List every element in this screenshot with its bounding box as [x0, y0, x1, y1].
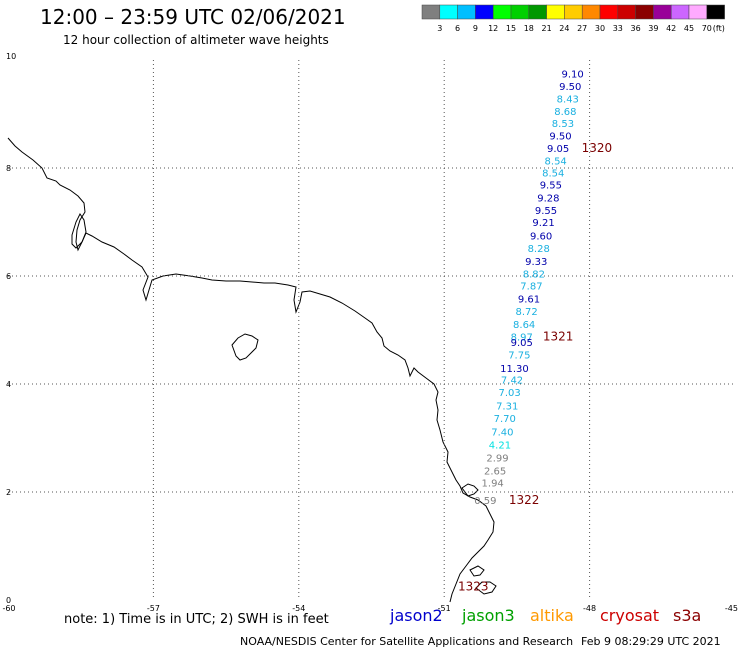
swh-value-label: 8.68 — [554, 107, 576, 118]
swh-value-label: 8.54 — [542, 168, 564, 179]
axis-ticks: -60 -57 -54 -51 -48 -45 0 2 4 6 8 10 — [2, 52, 738, 613]
swh-value-label: 7.70 — [494, 414, 516, 425]
colorbar-tick-label: 30 — [595, 24, 605, 33]
swh-value-label: 9.50 — [549, 132, 571, 143]
swh-value-label: 9.28 — [537, 194, 559, 205]
swh-value-label: 7.03 — [498, 388, 520, 399]
swh-value-label: 8.97 — [511, 332, 533, 343]
swh-value-label: 9.05 — [511, 338, 533, 349]
coastline-islands — [71, 213, 497, 595]
swh-value-label: 8.28 — [528, 244, 550, 255]
swh-value-label: 9.55 — [540, 181, 562, 192]
swh-value-label: 8.64 — [513, 320, 535, 331]
colorbar-tick-label: 15 — [506, 24, 516, 33]
colorbar-tick-label: 27 — [577, 24, 587, 33]
swh-value-label: 8.82 — [523, 269, 545, 280]
colorbar-tick-label: 36 — [631, 24, 641, 33]
swh-value-label: 7.42 — [501, 376, 523, 387]
swh-data-points: 9.109.508.438.688.539.509.058.548.549.55… — [474, 70, 584, 508]
y-tick-label: 8 — [6, 164, 11, 173]
satellite-legend-cryosat: cryosat — [600, 606, 660, 625]
colorbar-swatch — [706, 4, 725, 20]
pass-number-label: 1322 — [509, 493, 540, 507]
map-title: 12:00 – 23:59 UTC 02/06/2021 — [40, 5, 346, 29]
swh-value-label: 2.99 — [486, 453, 508, 464]
colorbar-tick-label: 45 — [684, 24, 694, 33]
y-tick-label: 2 — [6, 488, 11, 497]
y-tick-label: 6 — [6, 272, 11, 281]
swh-value-label: 7.40 — [491, 428, 513, 439]
swh-value-label: 11.30 — [500, 364, 529, 375]
swh-value-label: 9.05 — [547, 144, 569, 155]
swh-value-label: 9.61 — [518, 295, 540, 306]
x-tick-label: -45 — [725, 604, 738, 613]
footer-note: note: 1) Time is in UTC; 2) SWH is in fe… — [64, 612, 329, 627]
x-tick-label: -51 — [438, 604, 451, 613]
swh-value-label: 7.87 — [520, 282, 542, 293]
colorbar-tick-label: 9 — [473, 24, 478, 33]
swh-value-label: 9.55 — [535, 206, 557, 217]
coastline — [7, 137, 495, 603]
swh-value-label: 9.60 — [530, 232, 552, 243]
x-tick-label: -57 — [147, 604, 160, 613]
map-subtitle: 12 hour collection of altimeter wave hei… — [63, 33, 329, 47]
swh-value-label: 1.94 — [482, 478, 504, 489]
colorbar-legend: 3 6 9 12 15 18 21 24 27 30 33 36 39 42 45 70 (ft) — [421, 4, 725, 33]
colorbar-tick-label: 12 — [488, 24, 498, 33]
swh-value-label: 4.21 — [489, 440, 511, 451]
swh-value-label: 8.43 — [557, 94, 579, 105]
swh-value-label: 2.65 — [484, 466, 506, 477]
y-tick-label: 0 — [6, 596, 11, 605]
colorbar-tick-label: 33 — [613, 24, 623, 33]
footer-credit: NOAA/NESDIS Center for Satellite Applica… — [240, 635, 574, 648]
colorbar-tick-label: (ft) — [713, 24, 725, 33]
x-tick-label: -48 — [583, 604, 596, 613]
satellite-legend-s3a: s3a — [673, 606, 702, 625]
swh-value-label: 7.75 — [508, 350, 530, 361]
pass-labels: 1320 1321 1322 1323 — [458, 141, 612, 593]
pass-number-label: 1321 — [543, 329, 574, 343]
swh-value-label: 8.54 — [545, 156, 567, 167]
swh-value-label: 8.72 — [515, 307, 537, 318]
lat-lon-grid — [8, 60, 735, 600]
colorbar-tick-label: 6 — [455, 24, 460, 33]
y-tick-label: 4 — [6, 380, 11, 389]
swh-value-label: 9.33 — [525, 257, 547, 268]
pass-number-label: 1323 — [458, 580, 489, 594]
colorbar-tick-label: 39 — [648, 24, 658, 33]
footer-timestamp: Feb 9 08:29:29 UTC 2021 — [581, 635, 721, 648]
colorbar-tick-label: 21 — [542, 24, 552, 33]
colorbar-tick-label: 18 — [524, 24, 534, 33]
swh-value-label: 9.50 — [559, 82, 581, 93]
colorbar-tick-label: 24 — [559, 24, 569, 33]
satellite-legend-jason3: jason3 — [462, 606, 515, 625]
swh-value-label: 7.31 — [496, 402, 518, 413]
swh-value-label: 9.10 — [562, 70, 584, 81]
pass-number-label: 1320 — [582, 141, 613, 155]
y-tick-label: 10 — [6, 52, 16, 61]
x-tick-label: -54 — [292, 604, 305, 613]
swh-value-label: 8.53 — [552, 119, 574, 130]
colorbar-tick-label: 3 — [437, 24, 442, 33]
colorbar-tick-label: 70 — [702, 24, 712, 33]
satellite-legend-altika: altika — [530, 606, 574, 625]
colorbar-tick-label: 42 — [666, 24, 676, 33]
satellite-legend-jason2: jason2 — [390, 606, 443, 625]
swh-value-label: 0.59 — [474, 496, 496, 507]
swh-value-label: 9.21 — [532, 218, 554, 229]
x-tick-label: -60 — [2, 604, 15, 613]
